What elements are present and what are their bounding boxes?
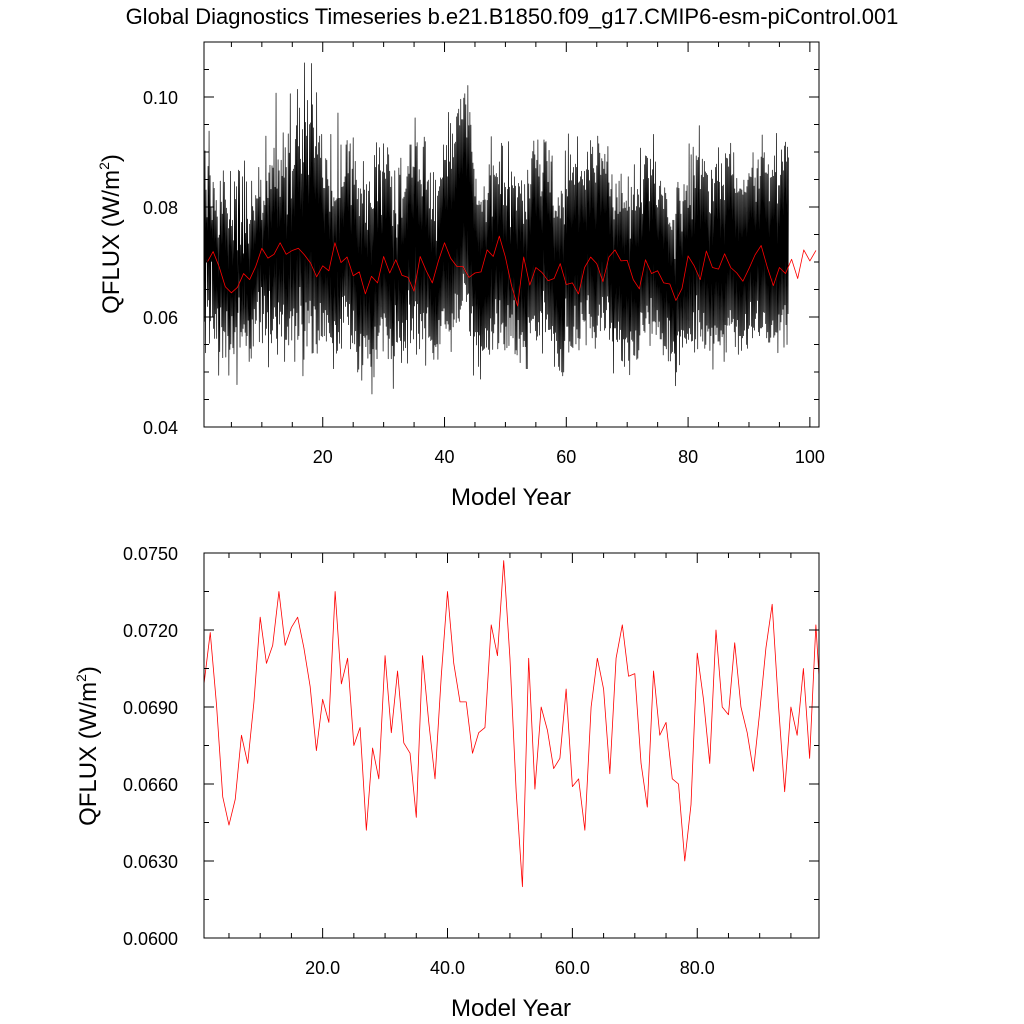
bottom-traces [203, 560, 820, 888]
top-y-axis-label-main: QFLUX (W/m [98, 170, 125, 314]
top-traces [203, 62, 817, 395]
top-y-tick-label: 0.04 [143, 418, 178, 438]
bottom-x-axis-label: Model Year [451, 995, 571, 1022]
top-x-tick-label: 80 [678, 447, 698, 467]
bottom-y-tick-label: 0.0690 [123, 698, 178, 718]
bottom-y-axis-label-main: QFLUX (W/m [75, 682, 102, 826]
bottom-y-tick-label: 0.0720 [123, 621, 178, 641]
top-y-tick-label: 0.10 [143, 88, 178, 108]
top-x-axis-label: Model Year [451, 484, 571, 511]
bottom-ticks: 20.0 40.0 60.0 80.0 0.0600 0.0630 0.0660 0.0690… [123, 544, 819, 978]
bottom-y-axis-label: QFLUX (W/m2) [73, 666, 102, 826]
top-x-tick-label: 20 [313, 447, 333, 467]
panel-top: 20 40 60 80 100 0.04 0.06 0.08 0.10 Model Year Q… [96, 41, 825, 511]
top-y-tick-label: 0.06 [143, 308, 178, 328]
bottom-y-tick-label: 0.0600 [123, 929, 178, 949]
top-series-annual-mean-qflux [206, 235, 817, 307]
top-y-axis-label-sup: 2 [96, 162, 112, 170]
top-y-axis-label-close: ) [98, 154, 125, 162]
bottom-y-axis-label-sup: 2 [73, 674, 89, 682]
bottom-x-tick-label: 80.0 [680, 958, 715, 978]
bottom-y-axis-label-close: ) [75, 666, 102, 674]
top-x-tick-label: 60 [556, 447, 576, 467]
top-series-monthly-qflux [203, 62, 789, 395]
bottom-y-tick-label: 0.0660 [123, 775, 178, 795]
bottom-plot-frame [203, 552, 820, 939]
bottom-x-tick-label: 60.0 [555, 958, 590, 978]
bottom-y-tick-label: 0.0630 [123, 852, 178, 872]
top-x-tick-label: 40 [435, 447, 455, 467]
bottom-x-tick-label: 20.0 [305, 958, 340, 978]
top-ticks: 20 40 60 80 100 0.04 0.06 0.08 0.10 [143, 41, 825, 467]
top-plot-frame [203, 41, 820, 428]
bottom-y-tick-label: 0.0750 [123, 544, 178, 564]
top-y-tick-label: 0.08 [143, 198, 178, 218]
panel-bottom: 20.0 40.0 60.0 80.0 0.0600 0.0630 0.0660 0.0690… [73, 544, 820, 1022]
figure-title: Global Diagnostics Timeseries b.e21.B185… [126, 4, 899, 29]
top-x-tick-label: 100 [795, 447, 825, 467]
bottom-x-tick-label: 40.0 [430, 958, 465, 978]
bottom-series-annual-mean-qflux [203, 560, 820, 888]
top-y-axis-label: QFLUX (W/m2) [96, 154, 125, 314]
